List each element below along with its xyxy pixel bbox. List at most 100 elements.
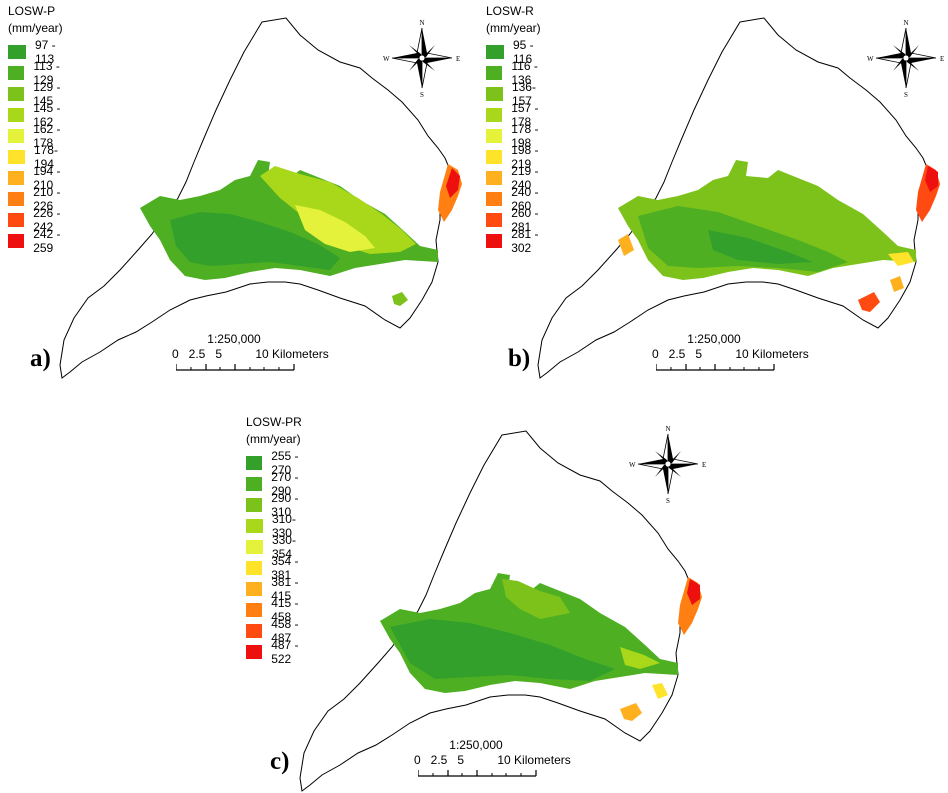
legend-range: 178- 194 xyxy=(33,142,58,171)
zone-dark xyxy=(170,212,340,270)
legend-swatch xyxy=(246,560,263,575)
legend-item: 178- 194 xyxy=(8,143,66,171)
map-a xyxy=(59,17,462,379)
legend-c: LOSW-PR (mm/year) 255 - 270 270 - 290 290 … xyxy=(246,414,304,666)
compass-e: E xyxy=(702,461,706,469)
legend-item: 381 - 415 xyxy=(246,575,304,603)
legend-swatch xyxy=(8,170,25,185)
legend-item: 210 - 226 xyxy=(8,185,66,213)
legend-item: 219 - 240 xyxy=(486,164,544,192)
legend-rows: 255 - 270 270 - 290 290 - 310 310- 330 330- … xyxy=(246,449,304,666)
legend-swatch xyxy=(486,86,503,101)
zone-south-patch xyxy=(392,292,408,306)
legend-range: 198 - 219 xyxy=(511,142,539,171)
legend-range: 194 - 210 xyxy=(33,163,61,192)
legend-item: 242 - 259 xyxy=(8,227,66,255)
legend-item: 415 - 458 xyxy=(246,596,304,624)
zone-south-orange xyxy=(620,703,642,721)
scale-ratio: 1:250,000 xyxy=(207,332,261,346)
zone-east-red-2 xyxy=(446,168,460,198)
legend-item: 157 - 178 xyxy=(486,101,544,129)
legend-item: 226 - 242 xyxy=(8,206,66,234)
legend-item: 281 - 302 xyxy=(486,227,544,255)
zone-east-red-2 xyxy=(925,166,938,192)
zone-dark xyxy=(390,619,615,681)
legend-range: 281 - 302 xyxy=(511,226,539,255)
panel-label-a: a) xyxy=(30,345,51,372)
legend-unit: (mm/year) xyxy=(486,21,541,35)
legend-swatch xyxy=(8,86,25,101)
legend-item: 162 - 178 xyxy=(8,122,66,150)
legend-range: 270 - 290 xyxy=(271,469,299,498)
zone-lightgreen xyxy=(502,579,570,619)
legend-range: 458 - 487 xyxy=(271,616,299,645)
legend-range: 157 - 178 xyxy=(511,100,539,129)
compass-rose-b: N S E W xyxy=(867,19,944,98)
legend-swatch xyxy=(246,539,263,554)
zone-yellowgreen xyxy=(260,166,416,254)
zone-se-yellow xyxy=(888,252,914,266)
legend-range: 219 - 240 xyxy=(511,163,539,192)
legend-title: LOSW-P xyxy=(8,4,56,18)
zone-yellowgreen xyxy=(620,647,660,669)
legend-swatch xyxy=(246,644,263,659)
legend-swatch xyxy=(246,518,263,533)
legend-unit: (mm/year) xyxy=(8,21,63,35)
legend-title: LOSW-PR xyxy=(246,415,302,429)
legend-swatch xyxy=(8,65,25,80)
legend-swatch xyxy=(246,581,263,596)
legend-item: 145 - 162 xyxy=(8,101,66,129)
legend-b: LOSW-R (mm/year) 95 - 116 116 - 136 136- 1… xyxy=(486,3,544,255)
legend-swatch xyxy=(486,191,503,206)
compass-w: W xyxy=(629,461,636,469)
legend-swatch xyxy=(486,107,503,122)
legend-item: 330- 354 xyxy=(246,533,304,561)
legend-unit: (mm/year) xyxy=(246,432,301,446)
scale-ratio: 1:250,000 xyxy=(687,332,741,346)
scale-ticks: 0 2.5 5 10 Kilometers xyxy=(172,347,329,361)
legend-swatch xyxy=(486,170,503,185)
panel-label-c: c) xyxy=(270,748,290,775)
legend-range: 162 - 178 xyxy=(33,121,61,150)
legend-item: 458 - 487 xyxy=(246,617,304,645)
legend-swatch xyxy=(246,455,263,470)
compass-w: W xyxy=(383,55,390,63)
legend-swatch xyxy=(486,212,503,227)
legend-swatch xyxy=(486,149,503,164)
legend-a: LOSW-P (mm/year) 97 - 113 113 - 129 129 - … xyxy=(8,3,66,255)
legend-range: 310- 330 xyxy=(271,511,296,540)
legend-swatch xyxy=(486,233,503,248)
scale-ticks: 0 2.5 5 10 Kilometers xyxy=(652,347,809,361)
zone-yellow-west xyxy=(618,234,634,256)
legend-swatch xyxy=(8,191,25,206)
legend-item: 354 - 381 xyxy=(246,554,304,582)
legend-range: 354 - 381 xyxy=(271,553,299,582)
legend-item: 116 - 136 xyxy=(486,59,544,87)
legend-item: 260 - 281 xyxy=(486,206,544,234)
legend-rows: 97 - 113 113 - 129 129 - 145 145 - 162 162 -… xyxy=(8,38,66,255)
legend-title: LOSW-R xyxy=(486,4,534,18)
legend-range: 129 - 145 xyxy=(33,79,61,108)
legend-range: 415 - 458 xyxy=(271,595,299,624)
legend-range: 381 - 415 xyxy=(271,574,299,603)
legend-swatch xyxy=(8,107,25,122)
legend-swatch xyxy=(8,44,26,59)
map-c xyxy=(299,430,702,792)
compass-n: N xyxy=(419,19,424,27)
legend-item: 95 - 116 xyxy=(486,38,544,66)
zone-south-orange-2 xyxy=(652,683,668,699)
watershed-boundary xyxy=(59,17,451,379)
compass-e: E xyxy=(456,55,460,63)
zone-south-orange xyxy=(890,276,904,292)
compass-s: S xyxy=(904,91,908,98)
legend-range: 210 - 226 xyxy=(33,184,61,213)
scale-ratio: 1:250,000 xyxy=(449,738,503,752)
legend-swatch xyxy=(246,623,263,638)
legend-range: 330- 354 xyxy=(271,532,296,561)
legend-range: 95 - 116 xyxy=(512,37,534,66)
legend-item: 178 - 198 xyxy=(486,122,544,150)
legend-swatch xyxy=(486,65,503,80)
legend-item: 194 - 210 xyxy=(8,164,66,192)
watershed-boundary xyxy=(299,430,691,792)
legend-item: 240 - 260 xyxy=(486,185,544,213)
